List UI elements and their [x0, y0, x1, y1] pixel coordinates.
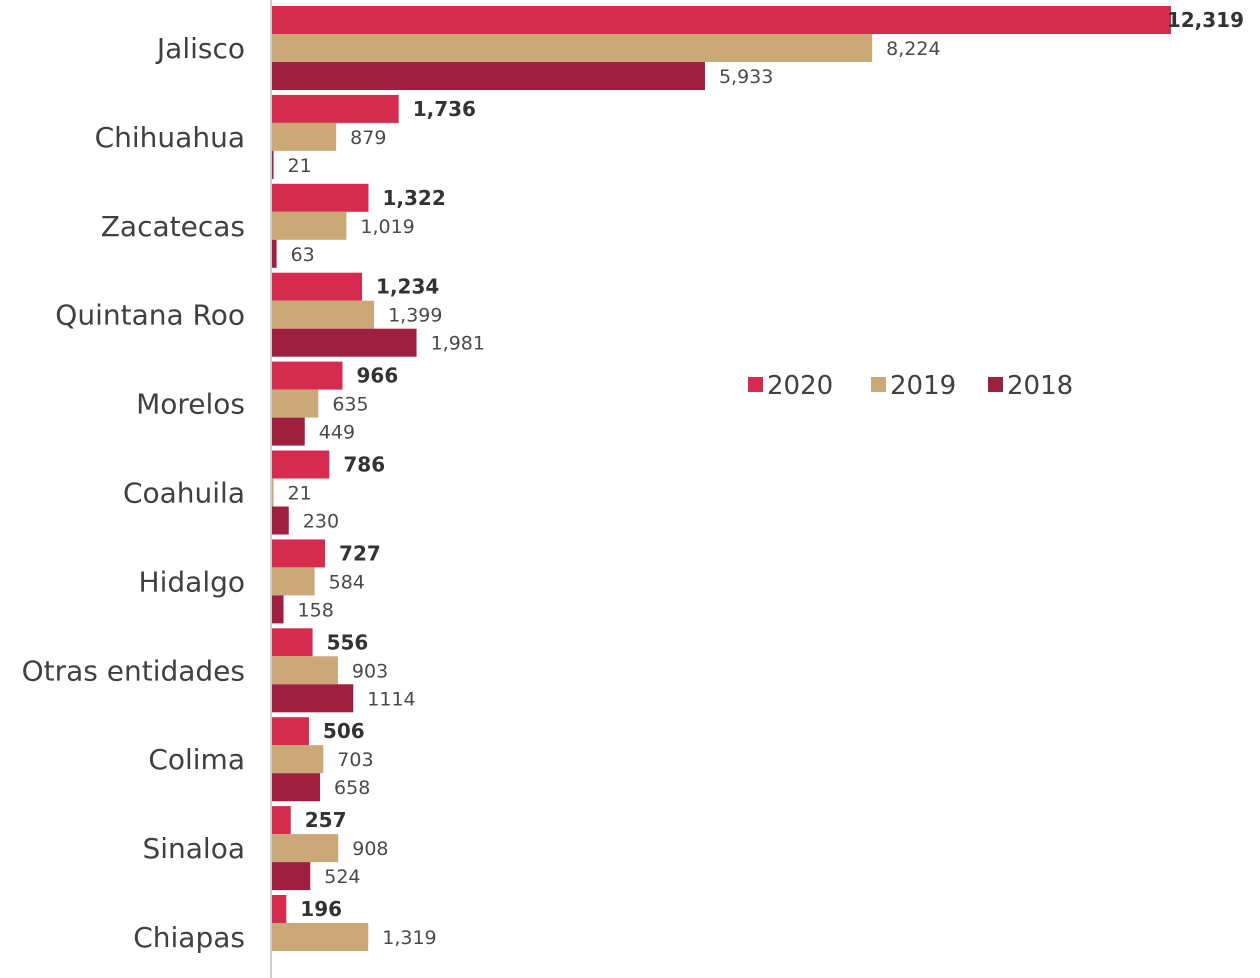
- value-label: 1,736: [413, 97, 476, 121]
- bars-group: [272, 6, 1171, 951]
- bar-2019: [272, 478, 274, 507]
- value-label: 1,399: [388, 305, 442, 327]
- bar-2020: [272, 272, 363, 301]
- value-label: 727: [339, 541, 381, 565]
- bar-2019: [272, 923, 369, 951]
- bar-2019: [272, 745, 324, 774]
- category-label: Chihuahua: [95, 121, 245, 154]
- bar-2020: [272, 539, 326, 568]
- bar-2019: [272, 122, 337, 151]
- value-label: 158: [298, 599, 334, 621]
- category-label: Colima: [148, 743, 245, 776]
- value-label: 556: [327, 630, 369, 654]
- bar-2020: [272, 361, 343, 390]
- value-label: 786: [343, 453, 385, 477]
- value-label: 1114: [367, 688, 415, 710]
- bar-2018: [272, 773, 321, 802]
- bar-2019: [272, 834, 339, 863]
- bar-2018: [272, 862, 311, 891]
- category-label: Morelos: [136, 388, 245, 421]
- value-label: 196: [300, 897, 342, 921]
- value-label: 658: [334, 777, 370, 799]
- legend: 2020 2019 2018: [748, 371, 1073, 401]
- value-label: 230: [303, 511, 339, 533]
- value-label: 21: [288, 155, 312, 177]
- bar-2020: [272, 94, 399, 123]
- category-label: Sinaloa: [142, 832, 245, 865]
- value-label: 12,319: [1167, 8, 1244, 32]
- legend-label: 2018: [1007, 371, 1073, 401]
- bar-2020: [272, 183, 369, 212]
- value-label: 524: [324, 866, 360, 888]
- value-label: 703: [337, 749, 373, 771]
- bar-2020: [272, 628, 313, 657]
- value-label: 8,224: [886, 38, 940, 60]
- value-label: 21: [288, 483, 312, 505]
- value-label: 1,319: [382, 927, 436, 949]
- bar-2018: [272, 684, 354, 713]
- value-label: 879: [350, 127, 386, 149]
- bar-2018: [272, 150, 274, 179]
- legend-swatch: [748, 377, 763, 392]
- legend-swatch: [988, 377, 1003, 392]
- value-label: 449: [319, 422, 355, 444]
- labels-group: Jalisco 12,319 8,224 5,933 Chihuahua 1,736 879…: [22, 8, 1244, 954]
- bar-2018: [272, 417, 305, 446]
- value-label: 584: [329, 571, 365, 593]
- bar-2019: [272, 567, 315, 596]
- value-label: 635: [332, 394, 368, 416]
- category-label: Quintana Roo: [55, 299, 245, 332]
- value-label: 5,933: [719, 66, 773, 88]
- bar-2019: [272, 34, 873, 62]
- value-label: 1,234: [376, 275, 439, 299]
- bar-2020: [272, 450, 330, 479]
- bar-2020: [272, 806, 291, 835]
- bar-2020: [272, 717, 309, 746]
- category-label: Jalisco: [155, 32, 245, 65]
- bar-2018: [272, 239, 277, 268]
- category-label: Hidalgo: [139, 565, 245, 598]
- value-label: 1,981: [431, 333, 485, 355]
- value-label: 63: [291, 244, 315, 266]
- value-label: 966: [356, 364, 398, 388]
- bar-2020: [272, 6, 1171, 34]
- legend-label: 2020: [767, 371, 833, 401]
- value-label: 903: [352, 660, 388, 682]
- category-label: Zacatecas: [101, 210, 245, 243]
- legend-label: 2019: [890, 371, 956, 401]
- value-label: 1,019: [360, 216, 414, 238]
- value-label: 257: [305, 808, 347, 832]
- bar-2020: [272, 895, 287, 923]
- category-label: Chiapas: [133, 921, 245, 954]
- bar-2019: [272, 211, 347, 240]
- bar-2018: [272, 506, 289, 535]
- category-label: Coahuila: [123, 477, 245, 510]
- bar-2018: [272, 595, 284, 624]
- value-label: 506: [323, 719, 365, 743]
- bar-2018: [272, 328, 417, 357]
- value-label: 1,322: [382, 186, 445, 210]
- value-label: 908: [352, 838, 388, 860]
- bar-2018: [272, 62, 705, 90]
- category-label: Otras entidades: [22, 654, 245, 687]
- bar-2019: [272, 300, 375, 329]
- legend-swatch: [871, 377, 886, 392]
- bar-2019: [272, 656, 338, 685]
- bar-2019: [272, 389, 319, 418]
